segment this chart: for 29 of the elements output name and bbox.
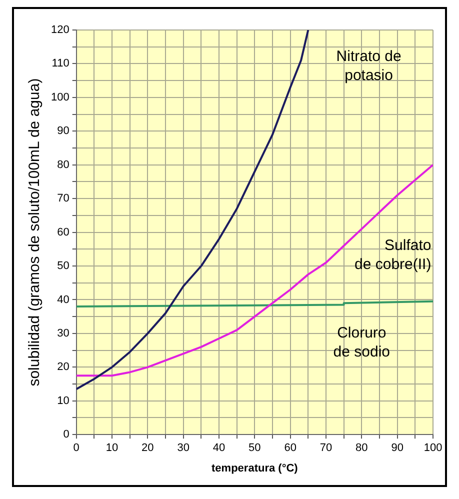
y-tick-label: 50 xyxy=(57,260,70,272)
y-tick-label: 20 xyxy=(57,361,70,374)
y-tick-label: 30 xyxy=(57,327,70,340)
y-tick-label: 120 xyxy=(50,24,70,36)
y-tick-label: 80 xyxy=(57,158,70,171)
y-tick-label: 0 xyxy=(63,428,70,441)
x-tick-label: 60 xyxy=(284,442,296,454)
y-tick-label: 90 xyxy=(57,125,70,138)
y-tick-label: 10 xyxy=(57,394,70,407)
x-tick-label: 90 xyxy=(391,442,404,454)
x-tick-label: 10 xyxy=(106,442,118,454)
x-tick-label: 20 xyxy=(142,442,154,454)
y-axis-title: solubilidad (gramos de soluto/100mL de agua) xyxy=(26,78,44,386)
y-tick-label: 100 xyxy=(50,91,70,104)
y-tick-label: 70 xyxy=(57,192,70,205)
y-tick-label: 110 xyxy=(52,58,70,70)
x-tick-label: 0 xyxy=(73,442,80,454)
x-axis-title: temperatura (°C) xyxy=(212,462,298,474)
x-tick-label: 30 xyxy=(177,442,190,454)
x-tick-label: 100 xyxy=(424,442,442,454)
series-label: Sulfato de cobre(II) xyxy=(354,236,432,273)
y-tick-label: 60 xyxy=(57,226,70,238)
y-tick-label: 40 xyxy=(57,294,70,306)
x-tick-label: 50 xyxy=(248,442,261,454)
series-label: Cloruro de sodio xyxy=(333,324,390,361)
text: Nitrato de potasio xyxy=(336,48,402,84)
x-tick-label: 40 xyxy=(212,442,226,454)
x-tick-label: 80 xyxy=(356,442,368,454)
x-tick-label: 70 xyxy=(320,442,332,454)
